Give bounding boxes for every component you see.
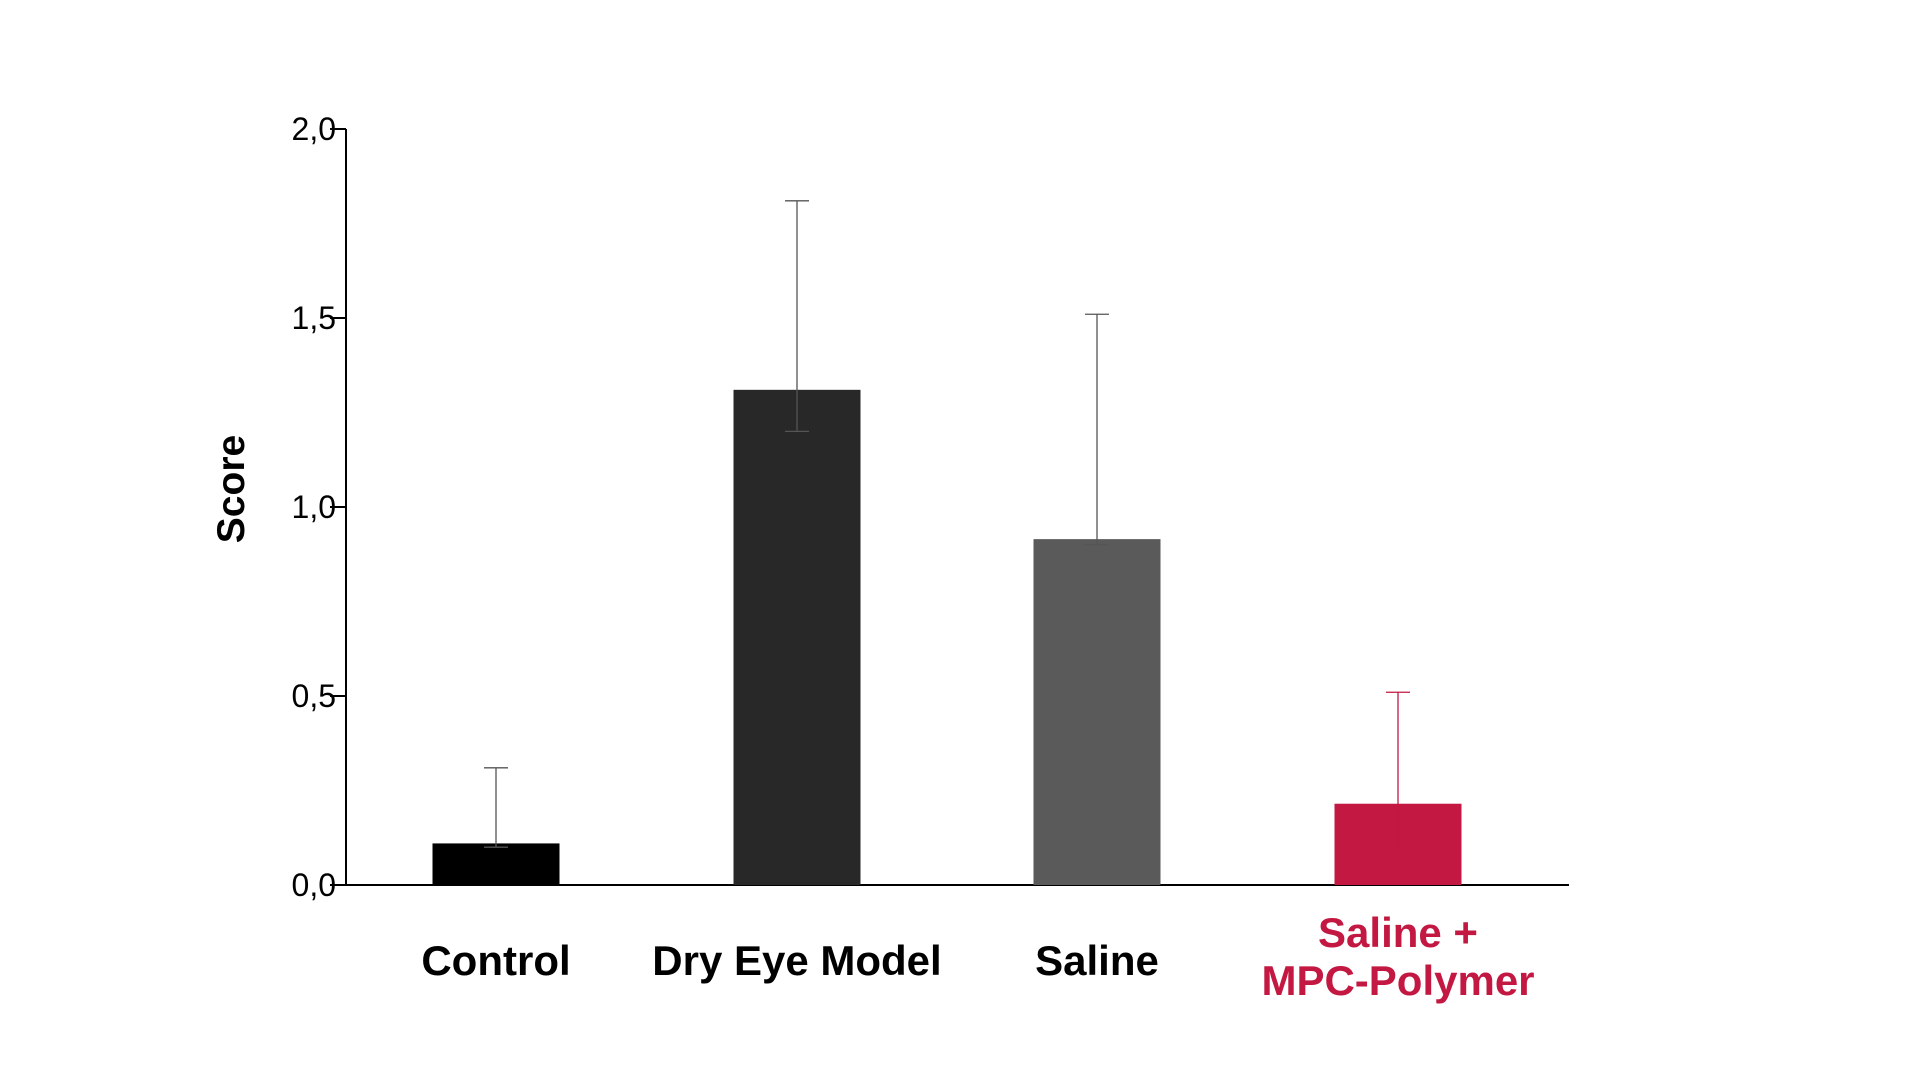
- y-ticks: 0,0 0,5 1,0 1,5 2,0: [292, 111, 346, 903]
- y-axis-title: Score: [210, 435, 253, 543]
- y-tick-label: 2,0: [292, 111, 336, 147]
- y-tick-label: 1,0: [292, 489, 336, 525]
- category-label: MPC-Polymer: [1261, 957, 1534, 1004]
- axes: [345, 129, 1569, 886]
- category-label: Dry Eye Model: [652, 937, 941, 984]
- error-bar: [1085, 313, 1109, 546]
- category-label: Saline +: [1318, 909, 1478, 956]
- y-tick-label: 0,5: [292, 678, 336, 714]
- category-label: Saline: [1035, 937, 1159, 984]
- y-tick-label: 0,0: [292, 867, 336, 903]
- bar: [733, 389, 861, 885]
- error-bars: [484, 200, 1410, 848]
- error-bar: [484, 767, 508, 848]
- error-bar: [1386, 691, 1410, 848]
- y-tick-label: 1,5: [292, 300, 336, 336]
- category-labels: Control Dry Eye Model Saline Saline +MPC-Po…: [421, 909, 1534, 1004]
- category-label: Control: [421, 937, 570, 984]
- bar: [1033, 539, 1161, 885]
- bars: [432, 389, 1462, 885]
- error-bar: [785, 200, 809, 433]
- bar: [432, 843, 560, 885]
